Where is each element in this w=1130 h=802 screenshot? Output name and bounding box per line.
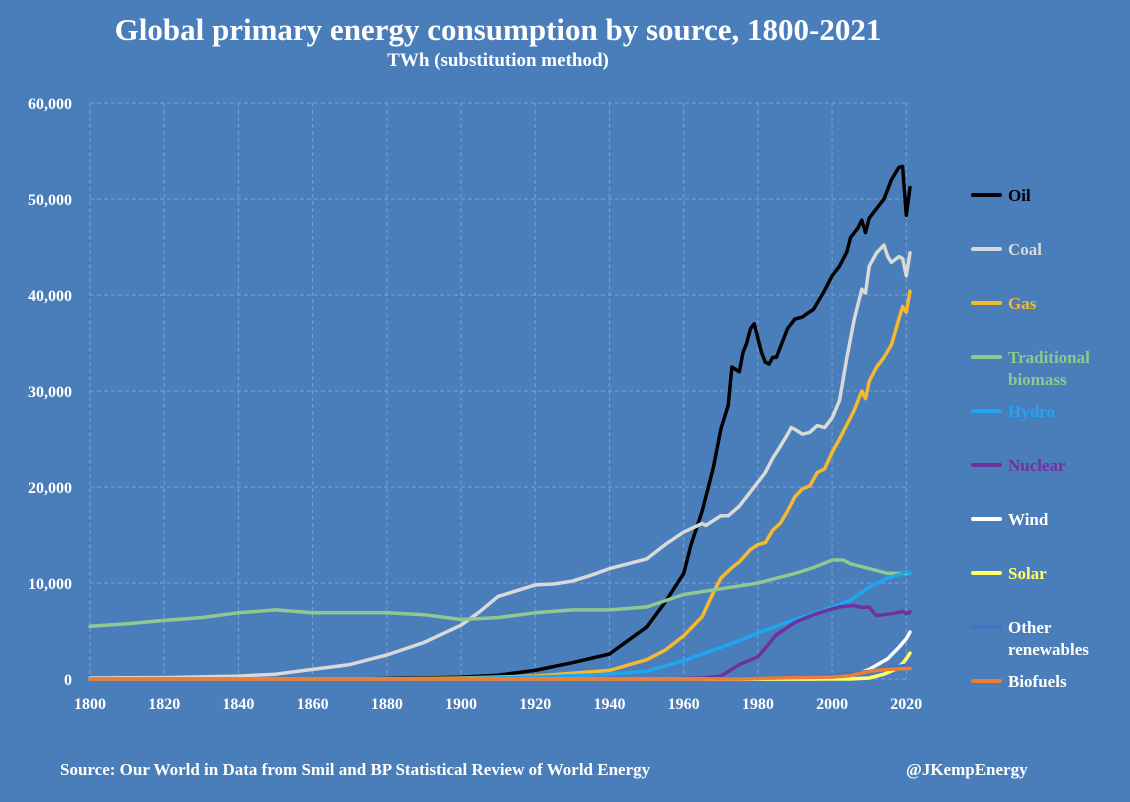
x-tick-label: 1960 <box>668 696 700 713</box>
y-tick-label: 50,000 <box>28 192 72 209</box>
y-tick-label: 40,000 <box>28 288 72 305</box>
legend-label-wind: Wind <box>1008 510 1049 529</box>
series-line-wind <box>88 630 912 681</box>
x-tick-label: 1920 <box>519 696 551 713</box>
legend-label-hydro: Hydro <box>1008 402 1055 421</box>
y-tick-label: 10,000 <box>28 576 72 593</box>
x-tick-label: 1980 <box>742 696 774 713</box>
series-line-gas <box>88 289 912 681</box>
legend-label-coal: Coal <box>1008 240 1042 259</box>
legend-label-biofuels: Biofuels <box>1008 672 1067 691</box>
series-line-solar <box>88 651 912 681</box>
source-note: Source: Our World in Data from Smil and … <box>60 760 651 779</box>
series-line-hydro <box>88 569 912 681</box>
legend-label-other-renewables: renewables <box>1008 640 1089 659</box>
x-tick-label: 2000 <box>816 696 848 713</box>
series-lines <box>88 164 912 681</box>
chart-subtitle: TWh (substitution method) <box>387 50 609 71</box>
legend: Oil Coal Gas Traditional biomass Hydro Nuclear… <box>971 186 1090 691</box>
y-tick-label: 0 <box>64 672 72 689</box>
legend-label-other-renewables: Other <box>1008 618 1052 637</box>
author-handle: @JKempEnergy <box>906 760 1028 779</box>
series-line-biofuels <box>88 666 912 681</box>
legend-label-solar: Solar <box>1008 564 1047 583</box>
y-tick-label: 20,000 <box>28 480 72 497</box>
x-tick-label: 1840 <box>222 696 254 713</box>
axis-ticks: 1800 1820 1840 1860 1880 1900 1920 1940 1960 1980… <box>28 96 922 713</box>
x-tick-label: 1900 <box>445 696 477 713</box>
x-tick-label: 1820 <box>148 696 180 713</box>
grid <box>89 102 910 680</box>
series-line-oil <box>88 164 912 681</box>
x-tick-label: 1860 <box>297 696 329 713</box>
series-line-traditional-biomass <box>88 558 912 628</box>
legend-label-nuclear: Nuclear <box>1008 456 1066 475</box>
x-tick-label: 1800 <box>74 696 106 713</box>
legend-label-oil: Oil <box>1008 186 1031 205</box>
y-tick-label: 30,000 <box>28 384 72 401</box>
series-line-nuclear <box>88 603 912 681</box>
y-tick-label: 60,000 <box>28 96 72 113</box>
legend-label-traditional-biomass: biomass <box>1008 370 1067 389</box>
legend-label-traditional-biomass: Traditional <box>1008 348 1090 367</box>
chart-title: Global primary energy consumption by sou… <box>114 12 882 47</box>
x-tick-label: 1940 <box>593 696 625 713</box>
x-tick-label: 1880 <box>371 696 403 713</box>
x-tick-label: 2020 <box>890 696 922 713</box>
legend-label-gas: Gas <box>1008 294 1037 313</box>
series-line-coal <box>88 243 912 680</box>
